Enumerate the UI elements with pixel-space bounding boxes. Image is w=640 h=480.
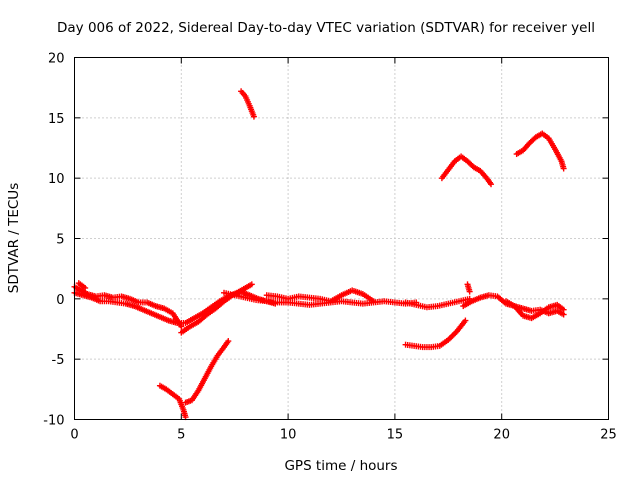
- data-point: [560, 165, 567, 172]
- y-tick-label: 10: [48, 172, 65, 187]
- data-point: [82, 284, 89, 291]
- data-point: [462, 317, 469, 324]
- x-axis-tick-labels: 0 5 10 15 20 25: [70, 428, 616, 443]
- data-point: [370, 298, 377, 305]
- data-point: [560, 306, 567, 313]
- y-axis-tick-labels: -10 -5 0 5 10 15 20: [43, 52, 64, 429]
- y-tick-label: 5: [56, 233, 64, 248]
- data-point: [466, 288, 473, 295]
- y-tick-label: 20: [48, 52, 65, 67]
- x-tick-label: 5: [177, 428, 185, 443]
- grid: [74, 57, 609, 420]
- x-tick-label: 20: [493, 428, 510, 443]
- data-point: [488, 181, 495, 188]
- chart-title: Day 006 of 2022, Sidereal Day-to-day VTE…: [57, 20, 595, 36]
- x-tick-label: 10: [280, 428, 297, 443]
- x-axis-label: GPS time / hours: [284, 458, 397, 474]
- y-tick-label: -5: [52, 353, 65, 368]
- x-tick-label: 0: [70, 428, 78, 443]
- data-points: [71, 88, 567, 421]
- data-point: [225, 338, 232, 345]
- data-point: [250, 113, 257, 120]
- plot-frame: [74, 57, 609, 420]
- x-tick-label: 15: [387, 428, 404, 443]
- y-tick-label: 0: [56, 293, 64, 308]
- y-tick-label: -10: [43, 414, 64, 429]
- x-tick-label: 25: [600, 428, 617, 443]
- y-axis-label: SDTVAR / TECUs: [6, 183, 22, 293]
- data-point: [248, 281, 255, 288]
- y-tick-label: 15: [48, 112, 65, 127]
